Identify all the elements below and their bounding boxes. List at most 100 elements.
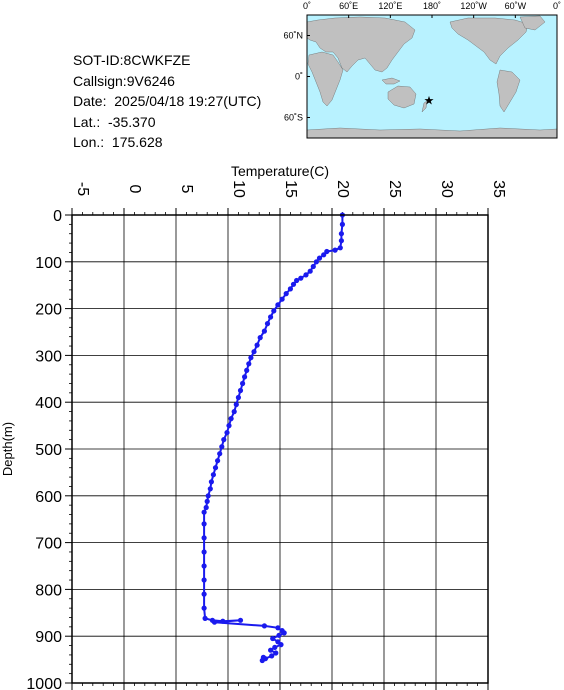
data-point	[201, 535, 207, 541]
x-tick-label: 25	[386, 180, 403, 198]
data-point	[242, 374, 248, 380]
data-point	[321, 252, 327, 258]
data-point	[202, 615, 208, 622]
australia-landmass	[387, 85, 417, 109]
indonesia-islands	[381, 77, 401, 85]
data-point	[220, 618, 226, 624]
y-tick-label: 900	[35, 629, 62, 646]
data-point	[310, 263, 316, 270]
data-point	[244, 367, 250, 373]
data-point	[221, 437, 227, 443]
y-tick-label: 1000	[26, 676, 62, 690]
x-tick-label: 0	[126, 185, 143, 194]
data-point	[339, 221, 345, 227]
x-axis-title: Temperature(C)	[231, 163, 329, 179]
map-lat-label: 60˚S	[284, 113, 303, 123]
south-america-landmass	[496, 69, 521, 113]
x-tick-label: 35	[490, 180, 507, 198]
x-tick-label: 5	[178, 185, 195, 194]
data-point	[201, 549, 207, 555]
longitude-label: Lon.: 175.628	[73, 134, 163, 150]
data-point	[276, 632, 282, 638]
y-tick-label: 600	[35, 489, 62, 506]
data-point	[201, 521, 207, 527]
data-point	[272, 644, 278, 651]
data-point	[270, 635, 276, 642]
data-point	[313, 259, 319, 265]
data-point	[269, 653, 275, 659]
data-point	[217, 451, 223, 457]
data-point	[201, 563, 207, 569]
data-point	[215, 458, 221, 464]
data-point	[224, 430, 230, 436]
y-tick-label: 300	[35, 348, 62, 365]
data-point	[201, 605, 207, 611]
data-point	[260, 654, 266, 660]
data-point	[316, 255, 323, 261]
data-point	[290, 281, 297, 287]
eurasia-landmass	[306, 16, 416, 73]
data-point	[210, 472, 216, 478]
data-point	[228, 416, 234, 422]
data-point	[268, 647, 274, 653]
data-point	[324, 248, 330, 255]
y-tick-label: 100	[35, 255, 62, 272]
data-point	[287, 286, 293, 292]
map-longitude-ticks: 0˚ 60˚E 120˚E 180˚ 120˚W 60˚W 0˚	[303, 1, 561, 18]
data-point	[219, 444, 225, 450]
data-point	[237, 617, 244, 623]
data-point	[235, 394, 241, 401]
y-tick-label: 700	[35, 536, 62, 553]
data-point	[207, 486, 213, 492]
africa-landmass	[307, 51, 344, 107]
x-axis-ticks: -5 0 5 10 15 20 25 30 35	[71, 180, 507, 690]
data-point	[203, 504, 209, 511]
data-point	[251, 349, 257, 355]
map-lon-label: 120˚E	[378, 1, 402, 11]
x-tick-label: -5	[74, 182, 91, 196]
map-lon-label: 0˚	[303, 1, 311, 11]
y-tick-label: 800	[35, 582, 62, 599]
data-point	[212, 465, 219, 471]
map-latitude-ticks: 60˚N 0˚ 60˚S	[283, 31, 310, 123]
data-point	[231, 409, 237, 415]
x-tick-label: 20	[334, 180, 351, 198]
data-point	[281, 630, 287, 636]
data-point	[273, 650, 279, 656]
data-point	[233, 401, 239, 408]
map-lat-label: 60˚N	[283, 31, 303, 41]
data-point	[275, 302, 281, 308]
chart-grid	[71, 214, 489, 684]
data-point	[271, 308, 277, 314]
sot-id-label: SOT-ID:8CWKFZE	[73, 52, 191, 68]
map-land	[306, 15, 558, 139]
data-point	[283, 291, 289, 297]
data-point	[205, 493, 211, 499]
callsign-label: Callsign:9V6246	[73, 72, 175, 89]
y-axis-ticks: 0 100 200 300 400 500 600 700 800 900 1000	[26, 208, 72, 690]
data-point	[268, 314, 274, 320]
data-point	[307, 268, 313, 274]
temperature-profile-series	[201, 212, 345, 664]
y-axis-title: Depth(m)	[0, 422, 15, 476]
map-lon-label: 0˚	[553, 1, 561, 11]
data-point	[279, 296, 285, 302]
data-point	[257, 335, 263, 341]
new-zealand-landmass	[421, 100, 428, 113]
data-point	[261, 623, 267, 629]
data-point	[246, 361, 252, 367]
map-lon-label: 180˚	[423, 1, 441, 11]
plot-frame	[71, 214, 489, 684]
data-point	[298, 275, 304, 281]
y-tick-label: 0	[53, 208, 62, 225]
data-point	[254, 342, 260, 348]
data-point	[338, 238, 344, 244]
data-point	[240, 380, 246, 387]
greenland-landmass	[519, 15, 546, 31]
data-point	[208, 479, 214, 485]
data-point	[303, 272, 309, 278]
data-point	[261, 328, 267, 334]
location-map: 0˚ 60˚E 120˚E 180˚ 120˚W 60˚W 0˚ 60˚N 0˚ 60˚S ★	[283, 1, 561, 139]
position-star-marker: ★	[424, 94, 435, 108]
y-tick-label: 200	[35, 302, 62, 319]
